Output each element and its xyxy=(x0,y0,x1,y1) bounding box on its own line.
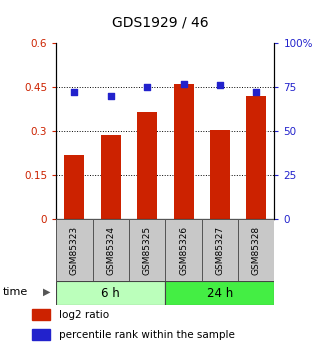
Text: GSM85327: GSM85327 xyxy=(215,226,224,275)
Text: percentile rank within the sample: percentile rank within the sample xyxy=(59,330,235,340)
Point xyxy=(108,93,113,99)
Bar xyxy=(64,155,84,219)
Point xyxy=(254,90,259,95)
Text: GSM85324: GSM85324 xyxy=(106,226,115,275)
Bar xyxy=(129,219,165,281)
Point xyxy=(72,90,77,95)
Bar xyxy=(56,281,165,305)
Bar xyxy=(246,96,266,219)
Text: ▶: ▶ xyxy=(43,287,50,296)
Text: GDS1929 / 46: GDS1929 / 46 xyxy=(112,16,209,30)
Bar xyxy=(137,112,157,219)
Bar xyxy=(210,130,230,219)
Text: 24 h: 24 h xyxy=(207,287,233,300)
Bar xyxy=(32,329,50,340)
Point xyxy=(217,82,222,88)
Text: GSM85326: GSM85326 xyxy=(179,226,188,275)
Bar xyxy=(202,219,238,281)
Text: GSM85328: GSM85328 xyxy=(252,226,261,275)
Text: log2 ratio: log2 ratio xyxy=(59,310,109,320)
Point xyxy=(144,85,150,90)
Text: time: time xyxy=(3,287,29,296)
Point xyxy=(181,81,186,86)
Bar xyxy=(92,219,129,281)
Bar xyxy=(56,219,92,281)
Text: GSM85323: GSM85323 xyxy=(70,226,79,275)
Text: 6 h: 6 h xyxy=(101,287,120,300)
Bar xyxy=(173,84,194,219)
Bar xyxy=(165,281,274,305)
Bar xyxy=(32,309,50,321)
Bar xyxy=(165,219,202,281)
Text: GSM85325: GSM85325 xyxy=(143,226,152,275)
Bar xyxy=(238,219,274,281)
Bar xyxy=(101,136,121,219)
